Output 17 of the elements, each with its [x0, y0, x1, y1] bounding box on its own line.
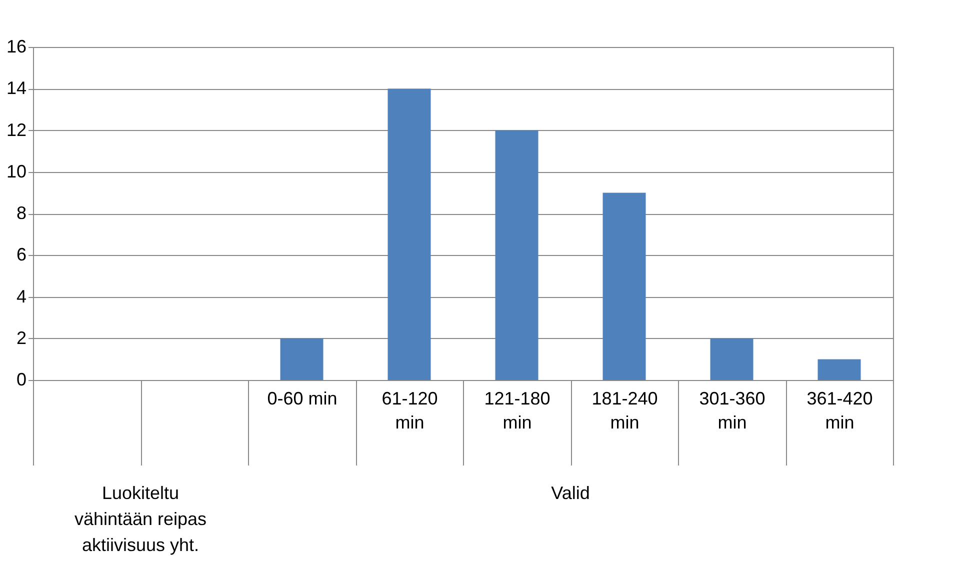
- x-tick-label: 181-240 min: [592, 388, 658, 432]
- x-tick-label: 61-120 min: [382, 388, 438, 432]
- y-tick-label: 0: [16, 370, 26, 390]
- y-tick-label: 10: [6, 161, 26, 182]
- y-tick-label: 6: [16, 244, 26, 265]
- y-tick-label: 4: [16, 286, 26, 306]
- y-tick-label: 2: [16, 328, 26, 348]
- x-tick-label: 121-180 min: [484, 388, 550, 432]
- x-tick-label: 361-420 min: [806, 388, 873, 432]
- x-tick-label: 0-60 min: [267, 388, 338, 408]
- text: Luokiteltu vähintään reipas aktiivisuus yht.: [74, 483, 207, 555]
- text: Valid: [551, 483, 590, 503]
- y-tick-label: 8: [16, 203, 26, 223]
- y-tick-label: 12: [6, 120, 26, 140]
- y-tick-label: 16: [6, 36, 26, 56]
- y-tick-label: 14: [6, 78, 26, 98]
- x-tick-label: 301-360 min: [699, 388, 766, 432]
